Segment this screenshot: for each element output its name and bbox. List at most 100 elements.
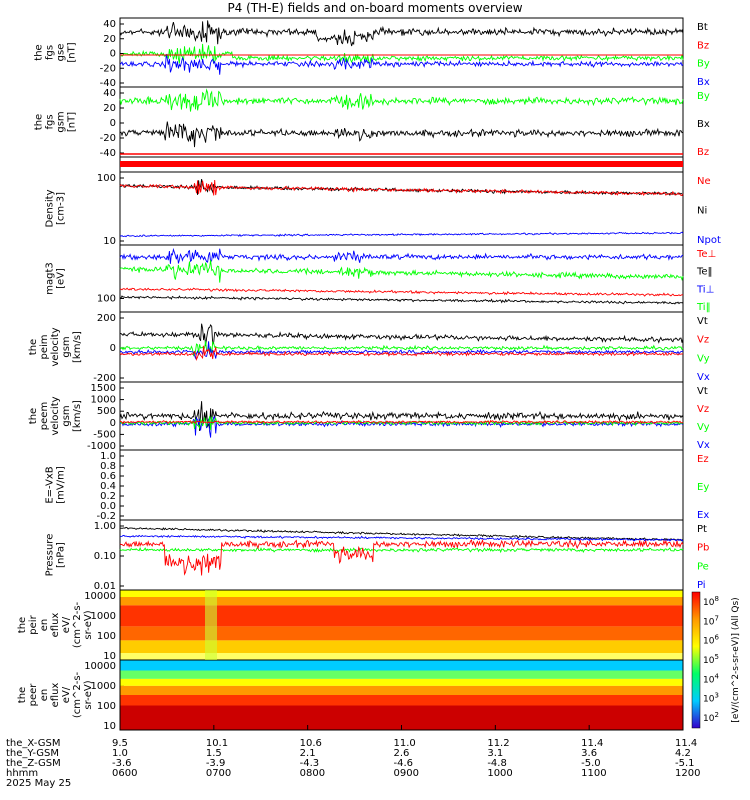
- ylabel-peer_spec: peer: [28, 683, 39, 707]
- spectrogram-burst: [205, 590, 217, 660]
- xaxis-row-label-the_Y-GSM: the_Y-GSM: [6, 748, 59, 759]
- colorbar-label: [eV/(cm^2-s-sr-eV)] (All Qs): [731, 597, 741, 722]
- peir-spectrogram: [119, 589, 684, 661]
- ytick-peir_spec: 10: [103, 651, 116, 662]
- ytick-peim_vel: 200: [97, 313, 116, 324]
- colorbar-tick: 104: [703, 672, 719, 685]
- legend-fgs_gse-Bt: Bt: [697, 22, 708, 33]
- ylabel-fgs_gsm: [nT]: [67, 112, 78, 132]
- ylabel-pressure: [nPa]: [56, 542, 67, 568]
- ytick-fgs_gsm: 20: [103, 103, 116, 114]
- ytick-pressure: 1.00: [94, 521, 116, 532]
- trace-density-Ne: [119, 179, 684, 197]
- legend-pressure-Pb: Pb: [697, 543, 709, 554]
- ylabel-peem_vel: velocity: [50, 396, 61, 435]
- ytick-efield: 0.4: [100, 481, 116, 492]
- spectrogram-band: [120, 695, 683, 706]
- ylabel-efield: E=-VxB: [45, 466, 56, 503]
- legend-temp-Te‖: Te‖: [696, 267, 713, 278]
- trace-peem-Vy: [120, 416, 684, 431]
- ylabel-peir_spec: eV/: [61, 616, 72, 633]
- legend-peem_vel-Vy: Vy: [697, 422, 710, 433]
- ytick-peem_vel: 500: [97, 406, 116, 417]
- spectrogram-band: [120, 626, 683, 641]
- colorbar-tick: 102: [703, 711, 719, 724]
- xtick-the_X-GSM: 11.4: [675, 738, 697, 749]
- xtick-the_Z-GSM: -5.0: [581, 758, 601, 769]
- ylabel-peir_spec: the: [17, 617, 28, 633]
- legend-fgs_gsm-Bx: Bx: [697, 119, 710, 130]
- trace-peim-Vy: [119, 340, 684, 357]
- ylabel-peem_vel: gsm: [61, 405, 72, 426]
- legend-peim_vel-Vz: Vz: [697, 335, 709, 346]
- ylabel-peir_spec: eflux: [50, 613, 61, 638]
- ylabel-fgs_gse: [nT]: [67, 42, 78, 62]
- ylabel-fgs_gsm: gsm: [56, 111, 67, 132]
- ytick-temp: 100: [97, 294, 116, 305]
- trace-pressure-Pe: [119, 546, 684, 554]
- colorbar-tick: 103: [703, 692, 719, 705]
- xtick-the_Y-GSM: 1.5: [206, 748, 222, 759]
- legend-peim_vel-Vx: Vx: [697, 372, 710, 383]
- trace-fgs-gse-Bx: [119, 53, 684, 75]
- spectrogram-band: [120, 590, 683, 597]
- legend-temp-Ti‖: Ti‖: [696, 302, 711, 313]
- xtick-the_Z-GSM: -4.3: [300, 758, 320, 769]
- colorbar: [691, 591, 701, 729]
- ytick-fgs_gse: 0: [110, 49, 116, 60]
- spectrogram-band: [120, 660, 683, 671]
- ytick-fgs_gsm: 40: [103, 88, 116, 99]
- xtick-the_X-GSM: 11.0: [394, 738, 416, 749]
- ylabel-peer_spec: eV/: [61, 686, 72, 703]
- ylabel-peim_vel: [km/s]: [72, 331, 83, 363]
- legend-peim_vel-Vt: Vt: [697, 316, 708, 327]
- ytick-peim_vel: 0: [110, 343, 116, 354]
- spectrogram-band: [120, 653, 683, 660]
- ytick-peer_spec: 1000: [91, 681, 116, 692]
- colorbar-tick: 105: [703, 653, 719, 666]
- ylabel-density: Density: [45, 189, 56, 227]
- ytick-peer_spec: 10: [103, 721, 116, 732]
- legend-efield-Ez: Ez: [697, 454, 709, 465]
- ylabel-peim_vel: velocity: [50, 327, 61, 366]
- trace-temp-Te-perp: [119, 287, 684, 297]
- ylabel-fgs_gse: the: [34, 44, 45, 60]
- ytick-fgs_gse: 40: [103, 19, 116, 30]
- ytick-efield: 0.6: [100, 471, 116, 482]
- chart-title: P4 (TH-E) fields and on-board moments ov…: [227, 1, 523, 15]
- ytick-peem_vel: 0: [110, 418, 116, 429]
- xtick-hhmm: 0800: [300, 768, 325, 779]
- ytick-fgs_gsm: -20: [100, 133, 116, 144]
- trace-temp-Ti-par: [119, 260, 684, 283]
- xaxis-row-label-hhmm: hhmm: [6, 768, 38, 779]
- ylabel-peem_vel: [km/s]: [72, 400, 83, 432]
- trace-fgs-gsm-By: [119, 88, 684, 112]
- trace-temp-Te-par: [119, 295, 684, 305]
- legend-density-Ni: Ni: [697, 206, 707, 217]
- panel-frame-efield: [119, 449, 684, 521]
- legend-peem_vel-Vt: Vt: [697, 386, 708, 397]
- legend-fgs_gse-Bz: Bz: [697, 40, 709, 51]
- legend-peem_vel-Vz: Vz: [697, 404, 709, 415]
- trace-fgs-gsm-Bx: [119, 121, 684, 148]
- ytick-efield: 1.0: [100, 451, 116, 462]
- trace-fgs-gse-By: [119, 43, 684, 65]
- xtick-the_Z-GSM: -4.6: [394, 758, 414, 769]
- xtick-the_Y-GSM: 3.1: [487, 748, 503, 759]
- xtick-the_Y-GSM: 2.6: [394, 748, 410, 759]
- peer-spectrogram: [119, 659, 684, 731]
- ytick-peir_spec: 10000: [84, 591, 116, 602]
- ylabel-pressure: Pressure: [45, 534, 56, 577]
- trace-peim-Vt: [119, 323, 684, 347]
- spectrogram-band: [120, 597, 683, 606]
- trace-peem-Vt: [119, 401, 684, 432]
- ylabel-peim_vel: the: [28, 339, 39, 355]
- trace-density-Npot: [119, 231, 684, 238]
- ylabel-peim_vel: gsm: [61, 336, 72, 357]
- ytick-fgs_gsm: -40: [100, 148, 116, 159]
- xtick-hhmm: 1100: [581, 768, 606, 779]
- panel-frame-pressure: [119, 519, 684, 591]
- xtick-the_Z-GSM: -4.8: [487, 758, 507, 769]
- legend-fgs_gsm-By: By: [697, 91, 710, 102]
